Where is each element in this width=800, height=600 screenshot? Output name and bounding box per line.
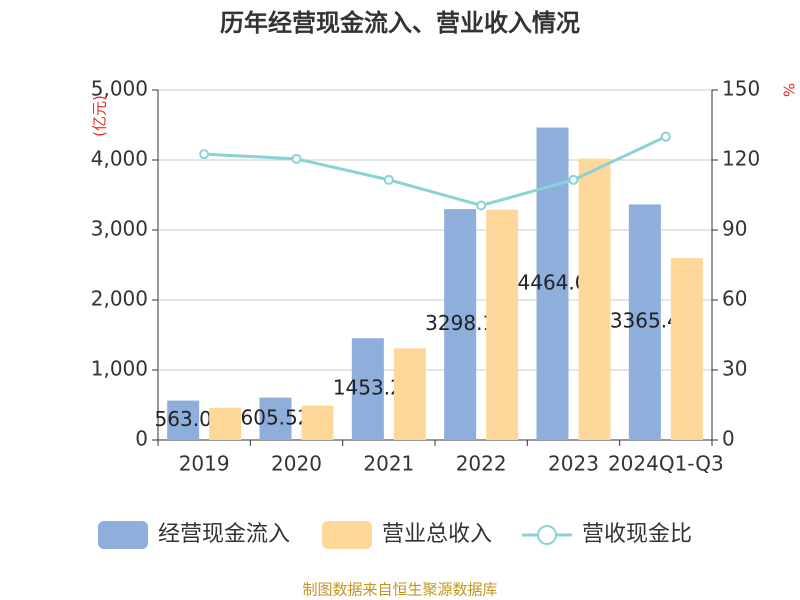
legend-swatch <box>322 521 372 549</box>
x-tick-label: 2022 <box>456 452 507 476</box>
y-tick-label: 4,000 <box>91 147 148 171</box>
value-label: 1453.2 <box>333 376 403 400</box>
bar <box>444 209 477 440</box>
y2-tick-label: 0 <box>722 427 735 451</box>
value-label: 4464.0 <box>518 270 588 294</box>
legend-label: 经营现金流入 <box>158 522 290 547</box>
y2-tick-label: 120 <box>722 147 760 171</box>
line-point <box>199 149 210 160</box>
y-tick-label: 3,000 <box>91 217 148 241</box>
legend-label: 营业总收入 <box>382 522 492 547</box>
bar <box>209 407 242 440</box>
y-tick-label: 2,000 <box>91 287 148 311</box>
y-tick-label: 5,000 <box>91 77 148 101</box>
bar <box>301 405 334 440</box>
bar <box>393 348 426 440</box>
value-label: 563.0 <box>155 407 212 431</box>
value-label: 605.52 <box>241 405 311 429</box>
source: 制图数据来自恒生聚源数据库 <box>302 581 497 599</box>
bar <box>259 397 292 440</box>
y2-tick-label: 30 <box>722 357 747 381</box>
line-point <box>291 153 302 164</box>
x-tick-label: 2020 <box>271 452 322 476</box>
line-point <box>476 200 487 211</box>
bar <box>670 258 703 440</box>
bar <box>486 209 519 440</box>
line-point <box>660 131 671 142</box>
line-point <box>568 174 579 185</box>
y2-tick-label: 90 <box>722 217 747 241</box>
y-tick-label: 1,000 <box>91 357 148 381</box>
y2-tick-label: 150 <box>722 77 760 101</box>
bar <box>628 204 661 440</box>
legend-label: 营收现金比 <box>582 522 692 547</box>
y2-unit: % <box>780 83 798 97</box>
line <box>204 135 667 208</box>
legend-swatch <box>537 525 557 545</box>
line-point <box>383 174 394 185</box>
bar <box>536 127 569 441</box>
y2-tick-label: 60 <box>722 287 747 311</box>
y-unit: (亿元) <box>91 95 109 137</box>
y-tick-label: 0 <box>135 427 148 451</box>
chart-title: 历年经营现金流入、营业收入情况 <box>220 9 580 37</box>
bar <box>578 158 611 440</box>
bar <box>351 338 384 440</box>
bar <box>167 400 200 440</box>
legend-swatch <box>98 521 148 549</box>
value-label: 3365.4 <box>610 309 680 333</box>
x-tick-label: 2021 <box>363 452 414 476</box>
value-label: 3298.1 <box>425 311 495 335</box>
x-tick-label: 2019 <box>179 452 230 476</box>
x-tick-label: 2023 <box>548 452 599 476</box>
x-tick-label: 2024Q1-Q3 <box>608 452 724 476</box>
